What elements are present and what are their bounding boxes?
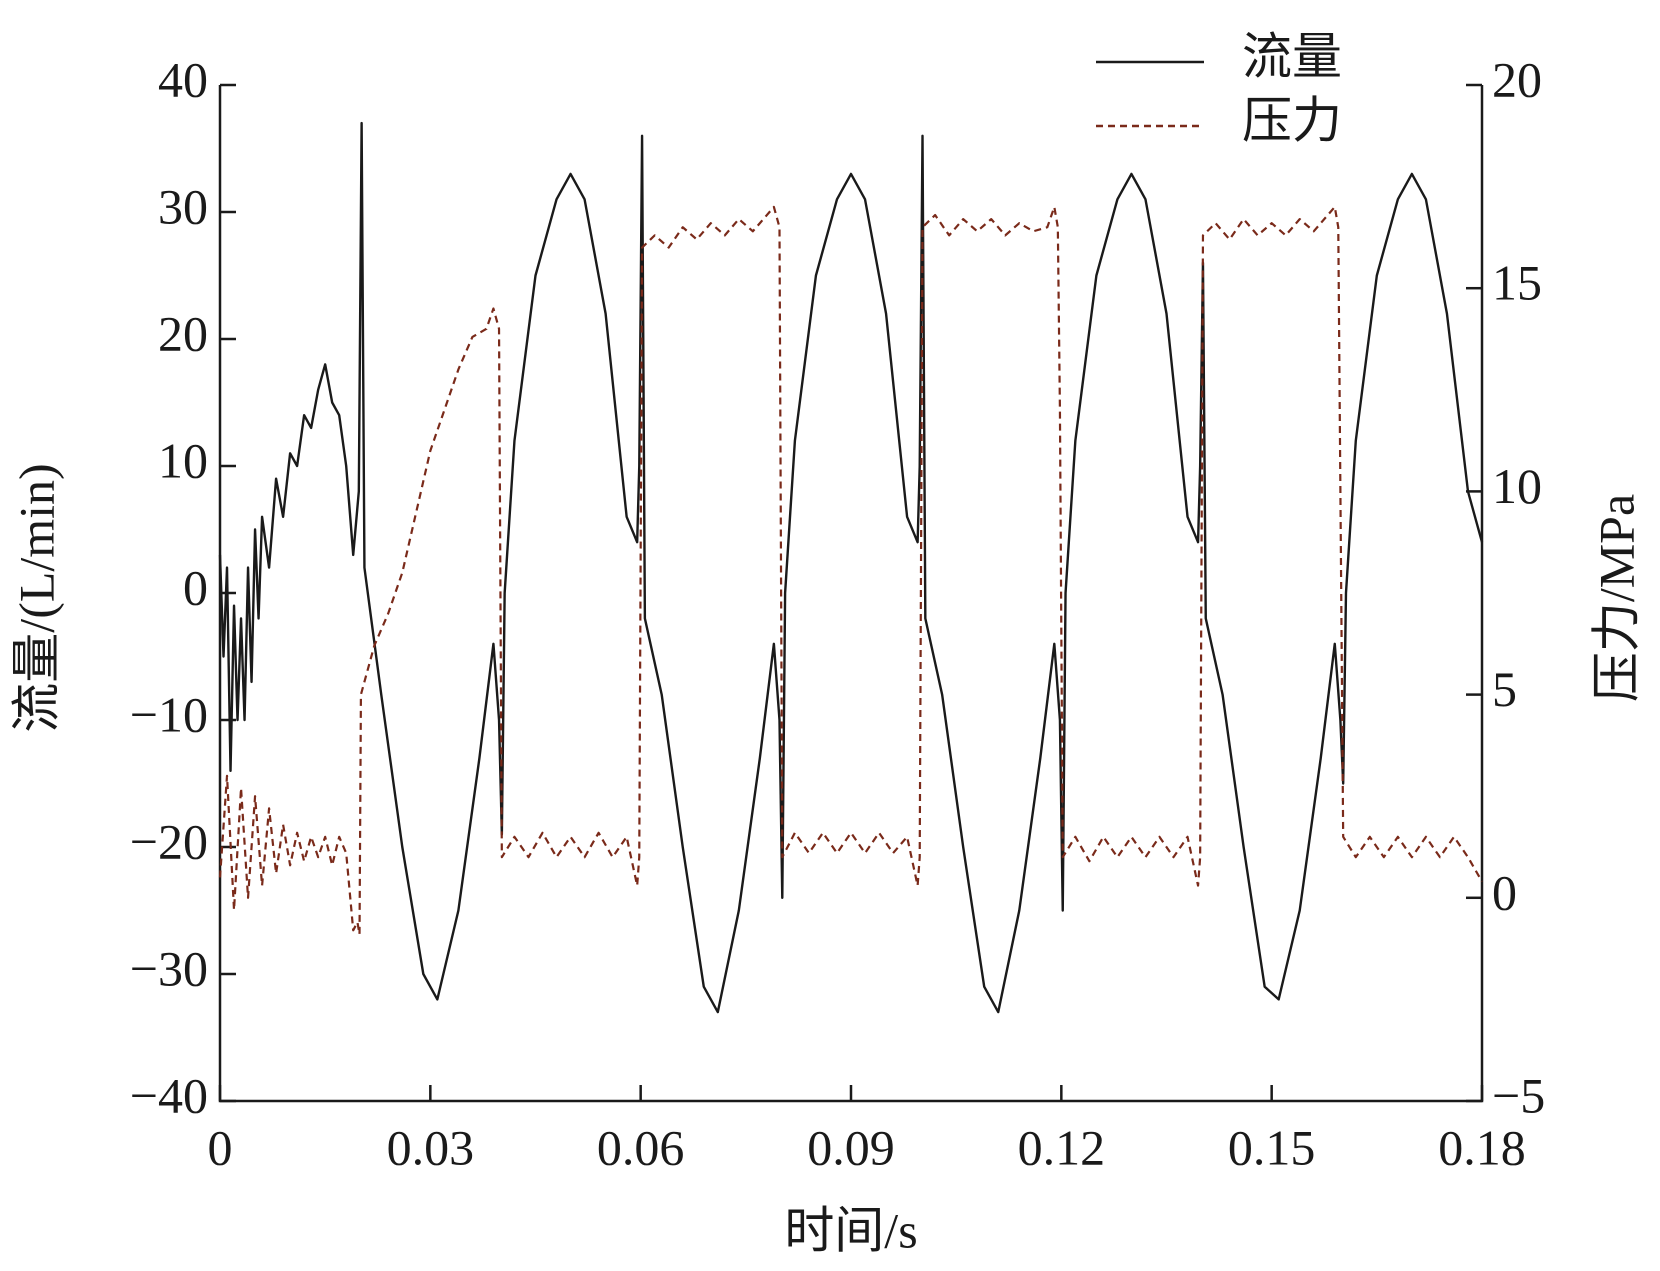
- x-tick-label: 0.18: [1438, 1119, 1526, 1175]
- legend-label: 流量: [1242, 28, 1342, 84]
- x-tick-label: 0.09: [807, 1119, 895, 1175]
- x-tick-label: 0.03: [387, 1119, 475, 1175]
- x-axis-label: 时间/s: [784, 1202, 917, 1258]
- y-tick-label: 40: [158, 51, 208, 107]
- y-tick-label: −10: [130, 686, 208, 742]
- y-tick-label: −30: [130, 940, 208, 996]
- y2-tick-label: −5: [1492, 1067, 1545, 1123]
- y2-tick-label: 0: [1492, 864, 1517, 920]
- x-tick-label: 0: [208, 1119, 233, 1175]
- x-tick-label: 0.12: [1018, 1119, 1106, 1175]
- axes-frame: [218, 85, 1484, 1103]
- legend-label: 压力: [1242, 92, 1342, 148]
- y-tick-label: −20: [130, 813, 208, 869]
- series-line: [218, 121, 1484, 1014]
- y-tick-label: 20: [158, 305, 208, 361]
- y-tick-label: 0: [183, 559, 208, 615]
- y2-tick-label: 15: [1492, 255, 1542, 311]
- y2-tick-label: 5: [1492, 661, 1517, 717]
- series-line: [218, 205, 1483, 936]
- y2-axis-label: 压力/MPa: [1588, 494, 1644, 702]
- y-tick-label: 30: [158, 178, 208, 234]
- x-tick-label: 0.15: [1228, 1119, 1316, 1175]
- y-tick-label: −40: [130, 1067, 208, 1123]
- x-tick-label: 0.06: [597, 1119, 685, 1175]
- y-axis-label: 流量/(L/min): [8, 463, 64, 732]
- y2-tick-label: 20: [1492, 51, 1542, 107]
- y-tick-label: 10: [158, 432, 208, 488]
- y2-tick-label: 10: [1492, 458, 1542, 514]
